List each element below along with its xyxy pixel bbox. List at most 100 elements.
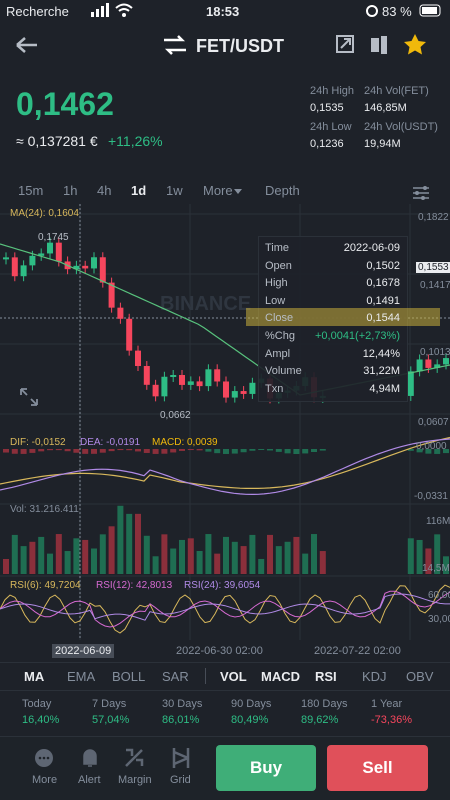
buy-button[interactable]: Buy xyxy=(216,745,316,791)
indicator[interactable]: SAR xyxy=(162,669,189,684)
perf-label: 7 Days xyxy=(92,698,127,710)
volume-bar xyxy=(64,551,71,574)
price-change: +11,26% xyxy=(108,133,163,149)
indicator[interactable]: KDJ xyxy=(362,669,387,684)
last-price: 0,1462 xyxy=(16,86,114,122)
indicator[interactable]: MA xyxy=(24,669,45,684)
divider xyxy=(0,662,450,663)
axis-label: 14,5M xyxy=(422,563,450,574)
axis-label: 116M xyxy=(426,516,450,527)
candle-body xyxy=(3,257,9,260)
sell-button[interactable]: Sell xyxy=(327,745,428,791)
volume-bar xyxy=(117,505,124,574)
indicator[interactable]: MACD xyxy=(261,669,300,684)
candle-body xyxy=(240,391,247,394)
macd-bar xyxy=(135,449,141,452)
perf-value: -73,36% xyxy=(371,714,412,726)
macd-value: MACD: 0,0039 xyxy=(152,437,218,448)
volume-bar xyxy=(425,548,432,574)
interval-tab[interactable]: 1w xyxy=(166,183,183,198)
tooltip-value: 0,1678 xyxy=(366,277,400,290)
indicator[interactable]: OBV xyxy=(406,669,434,684)
stat-value: 19,94M xyxy=(364,138,401,150)
macd-bar xyxy=(170,449,177,453)
candle-body xyxy=(55,242,62,262)
stat-value: 0,1535 xyxy=(310,102,344,114)
perf-label: Today xyxy=(22,698,52,710)
rsi-line xyxy=(0,584,450,634)
candle-body xyxy=(82,265,89,269)
tooltip-label: High xyxy=(265,277,288,290)
share[interactable] xyxy=(336,35,354,53)
tooltip-value: 0,1491 xyxy=(366,294,400,307)
perf-label: 30 Days xyxy=(162,698,203,710)
stat-label: 24h Low xyxy=(310,121,352,133)
macd-bar xyxy=(205,449,212,452)
volume-bar xyxy=(29,541,36,574)
interval-tab[interactable]: More xyxy=(203,183,233,198)
indicator[interactable]: EMA xyxy=(67,669,96,684)
candle-body xyxy=(425,359,432,368)
perf-label: 1 Year xyxy=(371,698,403,710)
axis-label-current: 0,1553 xyxy=(416,262,450,273)
tab-icons xyxy=(234,186,429,200)
macd-bar xyxy=(73,449,80,453)
volume-bar xyxy=(187,538,194,574)
tooltip-value: +0,0041(+2,73%) xyxy=(314,330,400,342)
candle-body xyxy=(416,359,423,372)
axis-label: 60,00 xyxy=(428,590,450,601)
nav-item[interactable]: Alert xyxy=(78,774,101,786)
stat-value: 0,1236 xyxy=(310,138,344,150)
nav-item[interactable]: More xyxy=(32,774,58,786)
candle-body xyxy=(214,369,221,382)
nav-item[interactable]: Grid xyxy=(170,774,191,786)
volume-bar xyxy=(302,553,309,574)
back[interactable] xyxy=(16,37,37,53)
axis-label: 0,0000 xyxy=(416,441,447,452)
indicator[interactable]: RSI xyxy=(315,669,337,684)
watermark: BINANCE xyxy=(160,293,251,315)
candle-body xyxy=(161,376,168,397)
volume-bar xyxy=(99,534,106,574)
indicator[interactable]: VOL xyxy=(220,669,247,684)
candle-body xyxy=(143,366,150,385)
nav-item[interactable]: Margin xyxy=(118,774,152,786)
rsi-line xyxy=(0,590,450,628)
interval-tab[interactable]: 15m xyxy=(18,183,44,198)
macd-dif: DIF: -0,0152 xyxy=(10,437,66,448)
candle-body xyxy=(223,381,229,398)
volume-bar xyxy=(38,536,45,574)
volume-bar xyxy=(47,553,53,574)
interval-tab[interactable]: Depth xyxy=(265,183,300,198)
macd-bar xyxy=(117,449,124,451)
macd-bar xyxy=(187,449,194,451)
interval-tab[interactable]: 4h xyxy=(97,183,112,198)
interval-tab-active[interactable]: 1d xyxy=(131,183,147,198)
macd-bar xyxy=(29,449,36,453)
axis-label: -0,0331 xyxy=(414,491,448,502)
candle-body xyxy=(47,242,53,254)
expand-icon[interactable] xyxy=(18,386,40,408)
volume-bar xyxy=(416,539,423,574)
candle-body xyxy=(179,375,185,385)
axis-label: 0,0607 xyxy=(418,417,449,428)
tooltip-value: 0,1502 xyxy=(366,259,400,272)
pair-title: FET/USDT xyxy=(196,36,284,56)
macd-bar xyxy=(267,449,273,451)
favorite[interactable] xyxy=(404,34,426,55)
divider xyxy=(0,690,450,691)
candle-body xyxy=(135,350,141,367)
compare[interactable] xyxy=(371,36,387,54)
candle-body xyxy=(126,318,133,351)
perf-value: 16,40% xyxy=(22,714,60,726)
indicator[interactable]: BOLL xyxy=(112,669,146,684)
stat-label: 24h Vol(USDT) xyxy=(364,121,438,133)
macd-bar xyxy=(231,449,238,454)
stat-label: 24h High xyxy=(310,85,355,97)
volume-bar xyxy=(205,534,212,574)
axis-label: 0,1822 xyxy=(418,212,449,223)
interval-tab[interactable]: 1h xyxy=(63,183,78,198)
candle-body xyxy=(249,382,256,394)
volume-bar xyxy=(311,534,317,574)
macd-bar xyxy=(311,449,317,453)
